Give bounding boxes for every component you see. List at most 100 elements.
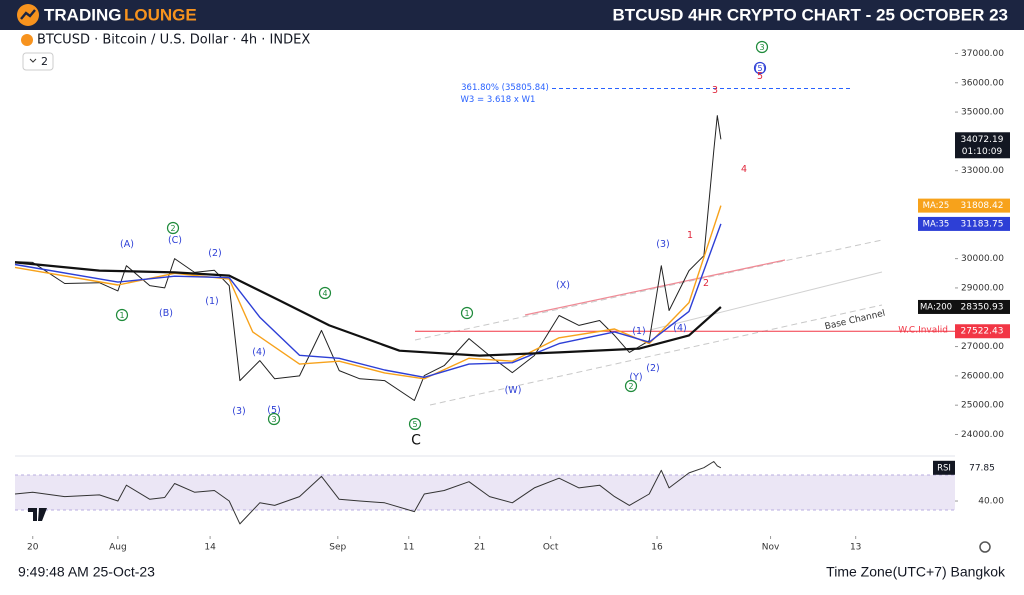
wave-label: 3: [712, 85, 718, 96]
wave-label: (5): [267, 405, 280, 416]
y-tick-label: 37000.00: [961, 49, 1004, 59]
x-tick-label: 16: [651, 543, 663, 553]
wave-circle: [755, 40, 769, 54]
wave-label: (Y): [629, 372, 642, 383]
wave-label: (W): [505, 385, 522, 396]
x-tick-label: Aug: [109, 543, 127, 553]
wave-label: C: [411, 433, 421, 449]
y-tick-label: 30000.00: [961, 254, 1004, 264]
series-line: [14, 261, 722, 357]
ma-value-badge: [955, 216, 1010, 231]
rsi-band: [15, 475, 955, 510]
wave-label: 4: [741, 164, 747, 175]
wave-label: 3: [759, 43, 764, 52]
level-badge: [955, 324, 1010, 339]
y-tick-label: 35000.00: [961, 108, 1004, 118]
x-tick-label: Oct: [543, 543, 559, 553]
collapse-button[interactable]: [22, 52, 54, 71]
wave-label: (2): [208, 248, 221, 259]
wave-label: 5: [757, 71, 763, 82]
wave-label: 2: [628, 382, 633, 391]
header-title: BTCUSD 4HR CRYPTO CHART - 25 OCTOBER 23: [613, 5, 1008, 24]
wave-label: (X): [556, 280, 570, 291]
wave-circle: [166, 221, 180, 235]
symbol-icon: [21, 34, 33, 46]
symbol-line: BTCUSD · Bitcoin / U.S. Dollar · 4h · IN…: [37, 33, 310, 48]
rsi-badge: [933, 460, 955, 475]
ma-value: 31183.75: [961, 219, 1004, 229]
level-label: W.C.Invalid: [898, 326, 948, 336]
ma-name-badge: [918, 198, 955, 213]
y-tick-label: 40.00: [978, 497, 1004, 507]
wave-label: (1): [632, 326, 645, 337]
wave-label: (5): [754, 64, 765, 73]
x-tick-label: 20: [27, 543, 39, 553]
wave-label: (3): [656, 239, 669, 250]
price-badge: [955, 132, 1010, 159]
price-value: 34072.19: [961, 135, 1004, 145]
y-tick-label: 27000.00: [961, 342, 1004, 352]
header-bar: [0, 0, 1024, 30]
x-tick-label: 21: [474, 543, 485, 553]
wave-label: (4): [673, 323, 686, 334]
wave-label: (4): [252, 347, 265, 358]
chevron: [29, 58, 37, 63]
collapse-count: 2: [41, 55, 48, 68]
level-note: W3 = 3.618 x W1: [461, 95, 536, 105]
x-tick-label: 14: [204, 543, 216, 553]
x-tick-label: Sep: [329, 543, 346, 553]
wave-label: 1: [119, 311, 124, 320]
wave-label: (2): [646, 363, 659, 374]
wave-label: 4: [322, 289, 327, 298]
footer-timezone: Time Zone(UTC+7) Bangkok: [826, 564, 1006, 580]
x-tick-label: 11: [403, 543, 414, 553]
y-tick-label: 26000.00: [961, 371, 1004, 381]
wave-label: 1: [687, 230, 693, 241]
level-label: 361.80% (35805.84): [461, 83, 549, 93]
channel-line: [649, 271, 883, 331]
wave-label: 5: [412, 420, 417, 429]
series-line: [14, 461, 722, 525]
wave-label: (C): [168, 235, 182, 246]
series-line: [14, 115, 722, 401]
wave-label: 2: [170, 224, 175, 233]
wave-label: (B): [159, 308, 173, 319]
series-line: [14, 205, 722, 380]
tv-logo-shape: [28, 508, 47, 521]
wave-circle: [624, 379, 638, 393]
wave-circle: [318, 286, 332, 300]
wave-label: 3: [271, 415, 276, 424]
ma-name-badge: [918, 299, 955, 314]
ma-value: 28350.93: [961, 302, 1004, 312]
settings-icon[interactable]: [979, 541, 991, 553]
rsi-value: 77.85: [969, 463, 995, 473]
y-tick-label: 29000.00: [961, 283, 1004, 293]
y-tick-label: 36000.00: [961, 78, 1004, 88]
brand-part: LOUNGE: [124, 5, 197, 24]
ma-name-badge: [918, 216, 955, 231]
logo-mark: [20, 9, 36, 20]
wave-circle: [408, 417, 422, 431]
x-tick-label: 13: [850, 543, 861, 553]
footer-time: 9:49:48 AM 25-Oct-23: [18, 564, 155, 580]
ma-name: MA:200: [920, 302, 952, 312]
ma-value: 31808.42: [961, 201, 1004, 211]
red-channel-line: [524, 259, 786, 316]
wave-circle: [753, 61, 767, 75]
wave-label: 2: [703, 278, 709, 289]
tv-logo: [28, 508, 47, 521]
wave-circle: [267, 412, 281, 426]
y-tick-label: 25000.00: [961, 401, 1004, 411]
wave-label: (1): [205, 296, 218, 307]
channel-line: [429, 304, 883, 406]
ma-name: MA:35: [923, 219, 950, 229]
y-tick-label: 33000.00: [961, 166, 1004, 176]
x-tick-label: Nov: [762, 543, 780, 553]
countdown: 01:10:09: [962, 147, 1003, 157]
ma-value-badge: [955, 299, 1010, 314]
ma-value-badge: [955, 198, 1010, 213]
wave-circle: [460, 306, 474, 320]
wave-label: (3): [232, 406, 245, 417]
level-badge-value: 27522.43: [961, 327, 1004, 337]
